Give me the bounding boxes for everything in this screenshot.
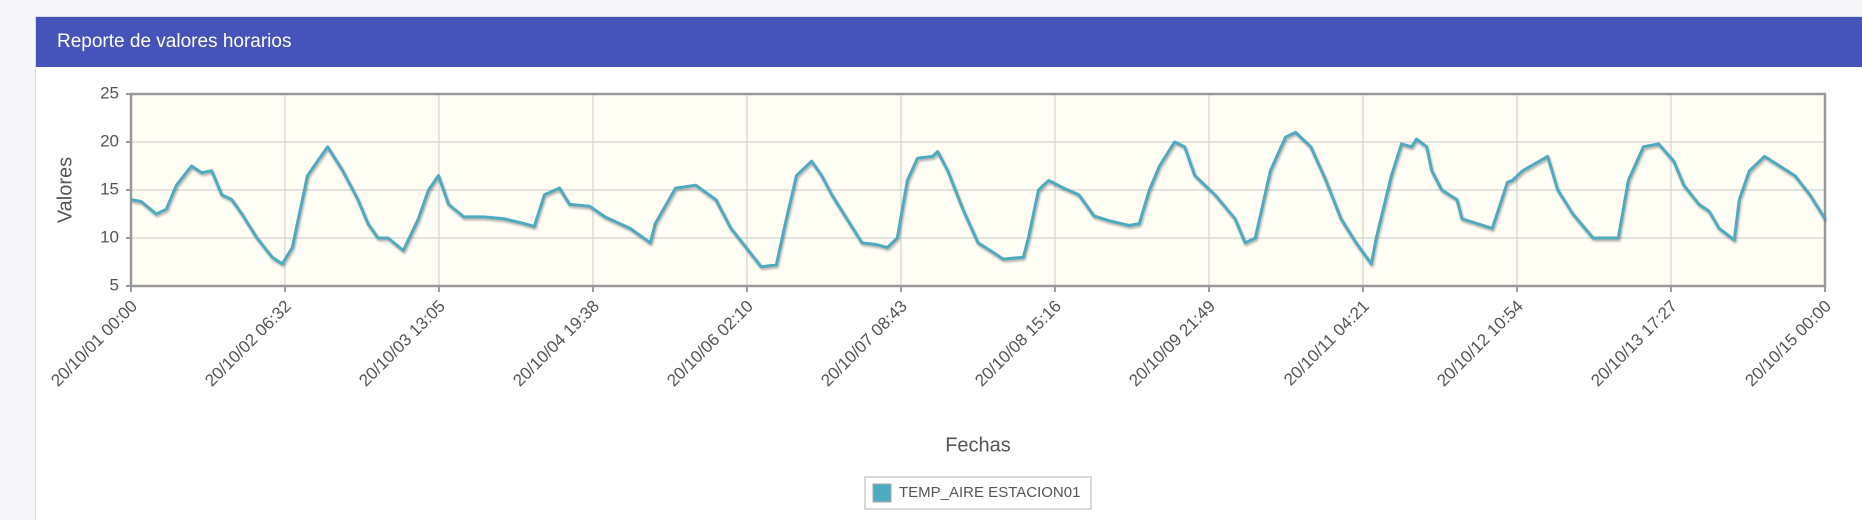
x-tick-label: 20/10/03 13:05 [355,297,449,391]
x-tick-label: 20/10/13 17:27 [1587,297,1681,391]
y-tick-label: 20 [100,131,119,150]
x-tick-label: 20/10/06 02:10 [663,297,757,391]
legend-box [864,476,1092,510]
legend-label: TEMP_AIRE ESTACION01 [899,484,1080,501]
x-axis-label: Fechas [945,434,1011,456]
data-line [130,130,1827,269]
x-tick-label: 20/10/11 04:21 [1280,297,1373,390]
x-tick-label: 20/10/09 21:49 [1125,297,1219,391]
plot-border [129,92,1827,288]
x-tick-label: 20/10/02 06:32 [201,297,295,391]
y-tick-label: 10 [100,227,119,246]
x-tick-label: 20/10/07 08:43 [817,297,911,391]
y-tick-label: 5 [110,275,119,294]
card-header: Reporte de valores horarios [36,17,1862,67]
x-tick-label: 20/10/08 15:16 [971,297,1065,391]
y-tick-label: 25 [100,83,119,102]
x-tick-label: 20/10/01 00:00 [47,297,141,391]
x-tick-label: 20/10/04 19:38 [509,297,603,391]
y-axis-label: Valores [54,157,76,223]
y-tick-label: 15 [100,179,119,198]
legend-swatch [872,483,892,503]
legend: TEMP_AIRE ESTACION01 [864,476,1092,510]
x-tick-label: 20/10/15 00:00 [1741,297,1835,391]
x-tick-label: 20/10/12 10:54 [1433,297,1527,391]
